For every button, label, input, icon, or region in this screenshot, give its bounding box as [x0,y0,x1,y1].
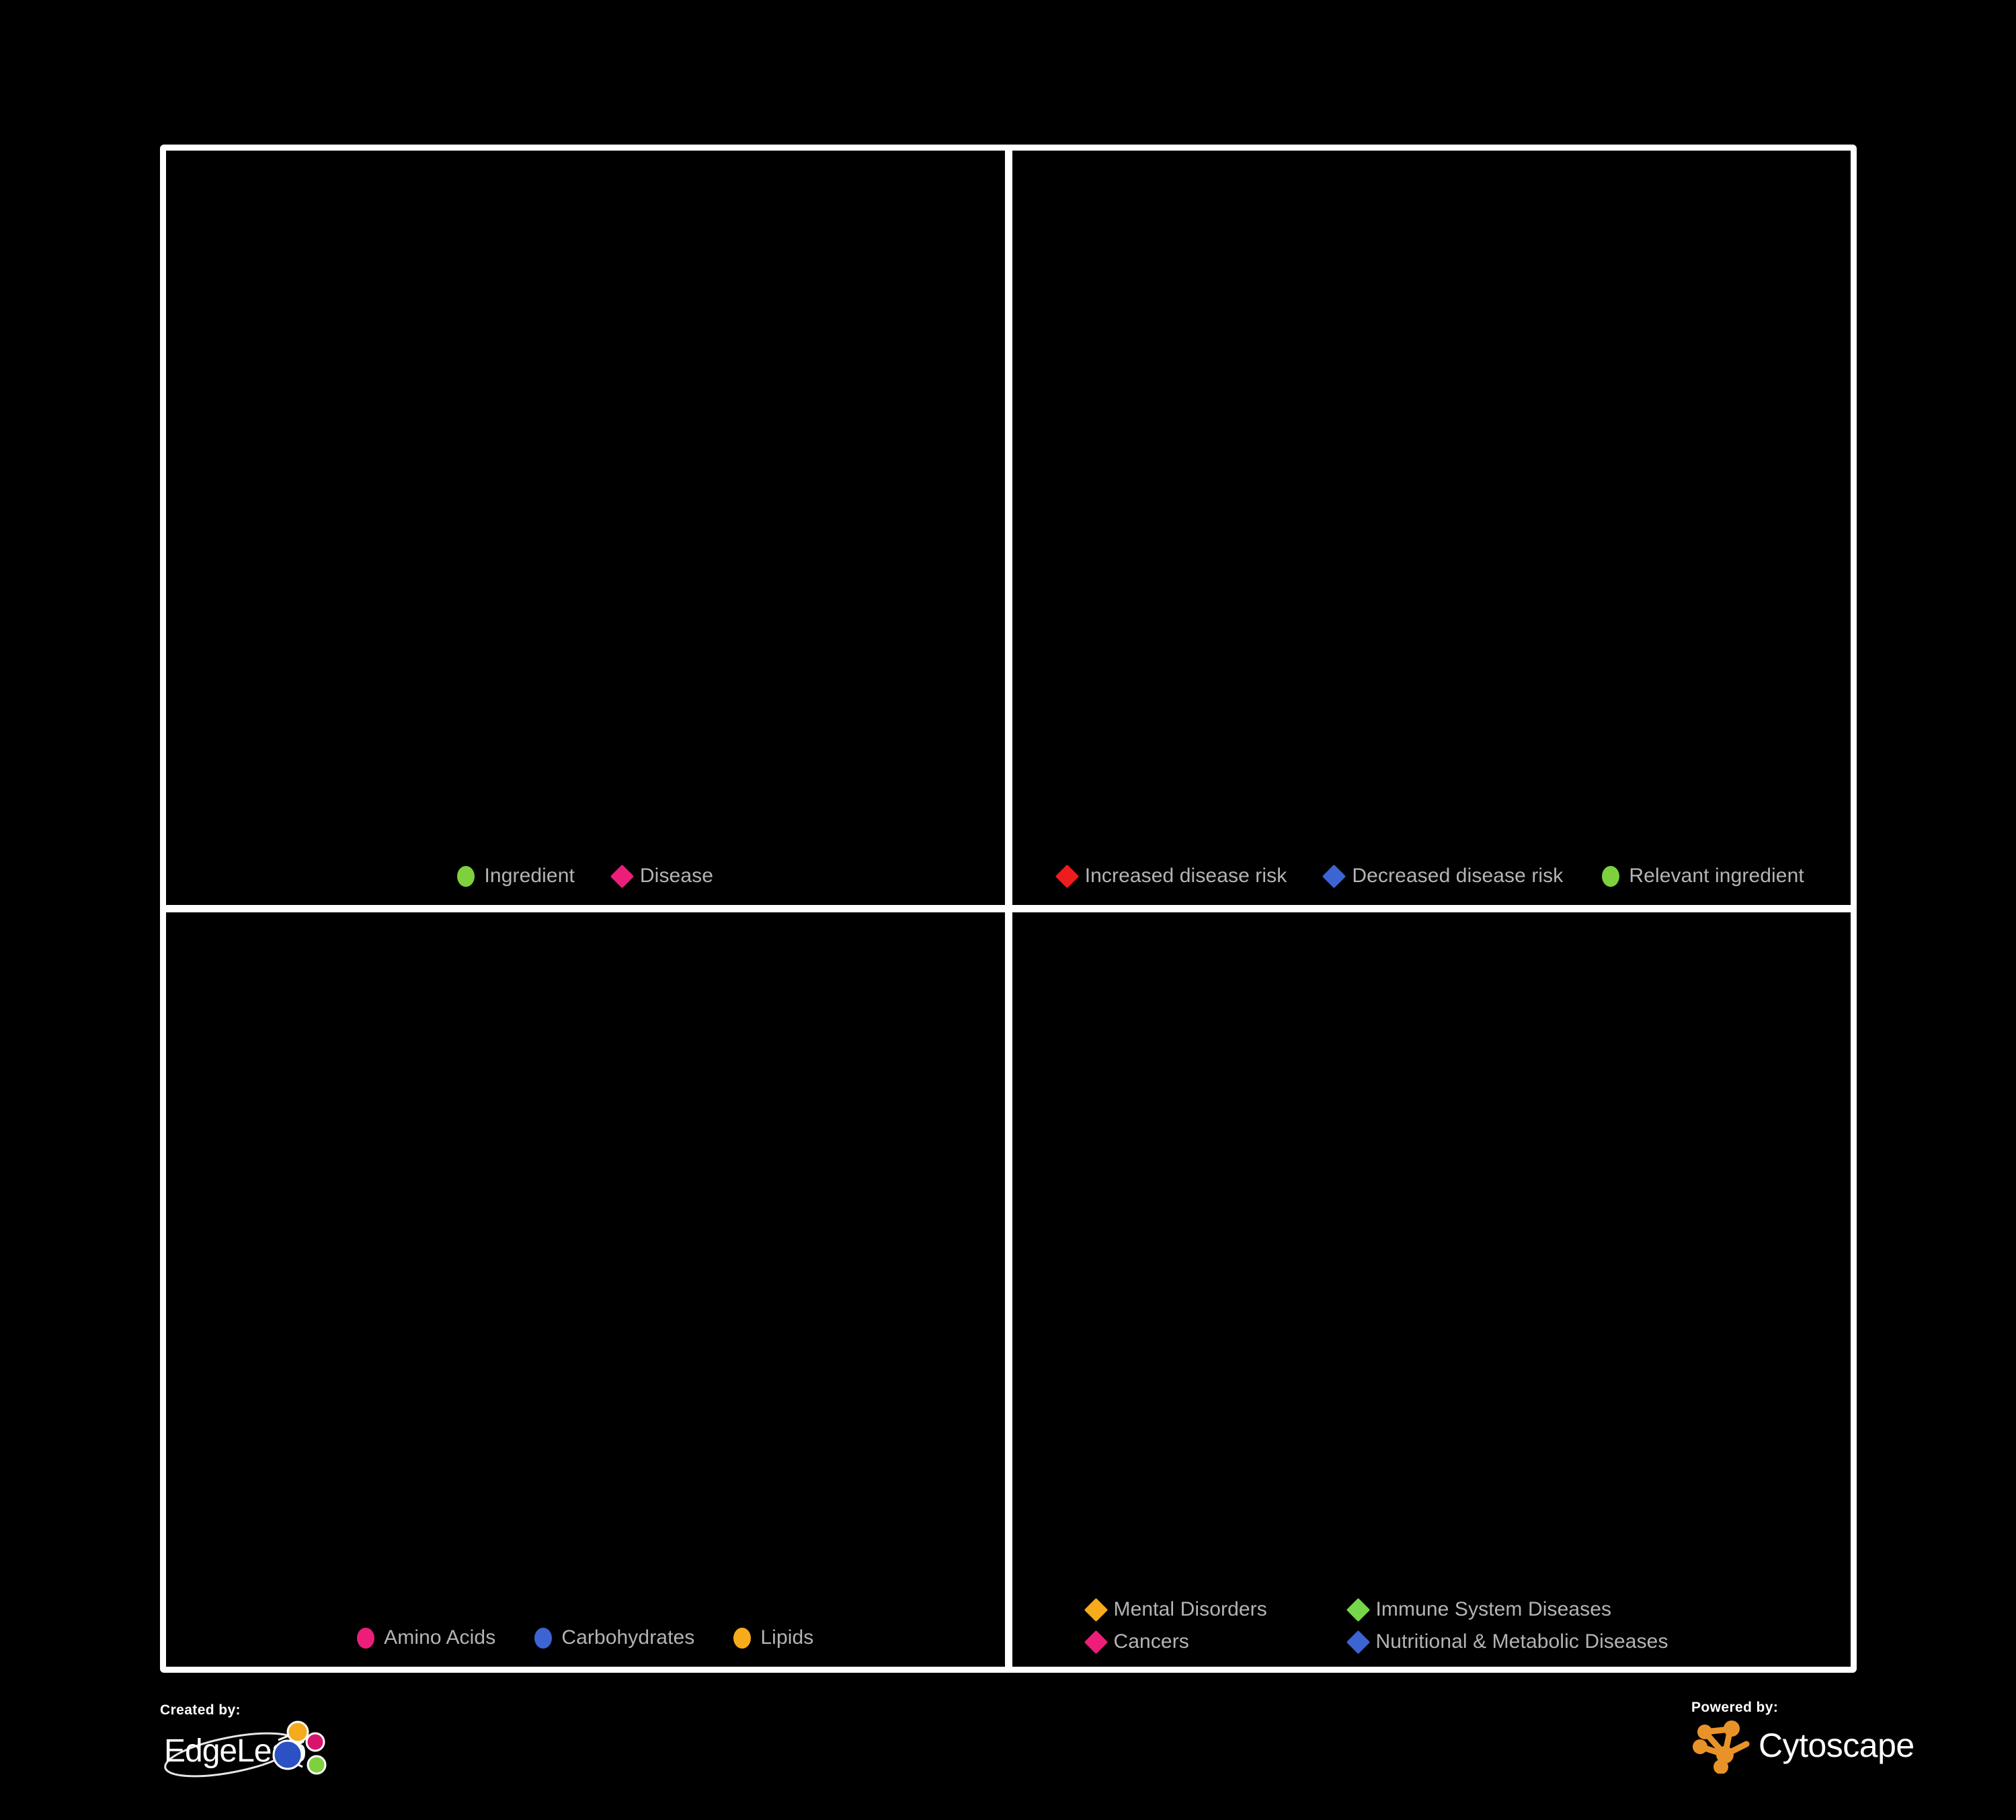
panel-disease-classes[interactable]: Mental Disorders Immune System Diseases … [1012,912,1851,1667]
panel-grid: Ingredient Disease Increased disease ris… [160,145,1857,1673]
edgeleap-logo-svg: EdgeLeap [164,1720,327,1778]
edgeleap-logo: EdgeLeap [160,1720,335,1782]
created-by-edgeleap: Created by: EdgeLeap [160,1702,335,1782]
network-canvas-ingredient-classes[interactable] [166,912,1005,1667]
cytoscape-logo: Cytoscape [1690,1717,1914,1774]
cytoscape-logo-icon [1693,1720,1750,1774]
panel-ingredient-disease[interactable]: Ingredient Disease [166,151,1005,905]
powered-by-cytoscape: Powered by: Cytoscape [1690,1700,1914,1774]
cytoscape-wordmark: Cytoscape [1759,1727,1914,1764]
network-canvas-disease-risk[interactable] [1012,151,1851,905]
network-canvas-ingredient-disease[interactable] [166,151,1005,905]
powered-by-label: Powered by: [1691,1700,1779,1715]
network-canvas-disease-classes[interactable] [1012,912,1851,1667]
created-by-label: Created by: [160,1702,241,1718]
panel-ingredient-classes[interactable]: Amino Acids Carbohydrates Lipids [166,912,1005,1667]
panel-disease-risk[interactable]: Increased disease risk Decreased disease… [1012,151,1851,905]
